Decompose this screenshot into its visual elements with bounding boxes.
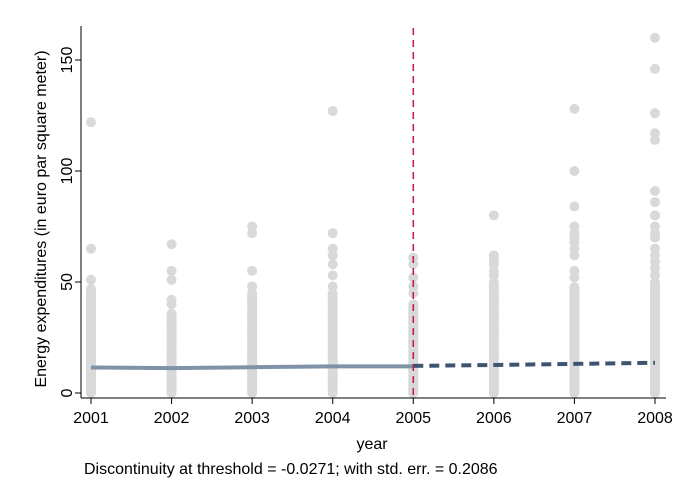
fit-line-after <box>413 360 656 368</box>
scatter-point <box>650 185 660 196</box>
scatter-point <box>86 117 96 128</box>
scatter-point <box>86 283 96 294</box>
scatter-point <box>408 272 419 283</box>
ticks: 2001 2002 2003 2004 2005 2006 2007 2008 0 50 100 15… <box>59 47 673 427</box>
scatter-point <box>650 221 660 232</box>
scatter-point <box>650 277 660 288</box>
axes <box>80 26 666 399</box>
scatter-point <box>488 250 499 261</box>
x-tick-label: 2005 <box>395 410 431 427</box>
scatter-point <box>488 210 499 221</box>
scatter-point <box>327 270 338 281</box>
scatter-point <box>327 228 338 239</box>
x-tick-label: 2007 <box>557 410 593 427</box>
scatter-point <box>247 221 258 232</box>
scatter-point <box>650 197 660 208</box>
y-tick-label: 50 <box>59 273 76 291</box>
x-tick-label: 2006 <box>476 410 512 427</box>
x-tick-label: 2002 <box>154 410 190 427</box>
x-tick-label: 2003 <box>234 410 270 427</box>
fit-lines <box>90 360 656 371</box>
scatter-point <box>327 288 338 299</box>
y-tick-label: 150 <box>59 47 76 74</box>
scatter-point <box>569 103 580 114</box>
x-axis-title: year <box>356 436 388 453</box>
scatter-point <box>569 282 580 293</box>
scatter-point <box>569 221 580 232</box>
scatter-point <box>488 277 499 288</box>
y-tick-label: 0 <box>59 388 76 397</box>
scatter-point <box>650 32 660 43</box>
y-tick-label: 100 <box>59 158 76 185</box>
scatter-point <box>166 294 177 305</box>
scatter-point <box>569 201 580 212</box>
scatter-point <box>247 265 258 276</box>
scatter-point <box>327 259 338 270</box>
scatter-point <box>247 288 258 299</box>
discontinuity-note: Discontinuity at threshold = -0.0271; wi… <box>84 461 498 478</box>
scatter-point <box>166 308 177 319</box>
scatter-point <box>569 166 580 176</box>
scatter-point <box>247 281 258 292</box>
scatter-point <box>327 243 338 254</box>
scatter-point <box>650 63 660 74</box>
scatter-point <box>327 106 338 117</box>
scatter-point <box>569 265 580 276</box>
scatter-point <box>650 210 660 221</box>
scatter-point <box>650 243 660 254</box>
scatter-point <box>327 281 338 292</box>
fit-line-before <box>90 364 414 371</box>
scatter-point <box>166 239 177 250</box>
y-axis-title: Energy expenditures (in euro par square … <box>33 50 50 387</box>
x-tick-label: 2004 <box>315 410 351 427</box>
x-tick-label: 2001 <box>73 410 109 427</box>
scatter-point <box>650 108 660 119</box>
scatter-point <box>166 265 177 276</box>
scatter-point <box>166 274 177 285</box>
scatter-points <box>86 32 660 398</box>
scatter-point <box>650 128 660 139</box>
x-tick-label: 2008 <box>637 410 673 427</box>
scatter-point <box>86 274 96 285</box>
scatter-point <box>86 243 96 254</box>
